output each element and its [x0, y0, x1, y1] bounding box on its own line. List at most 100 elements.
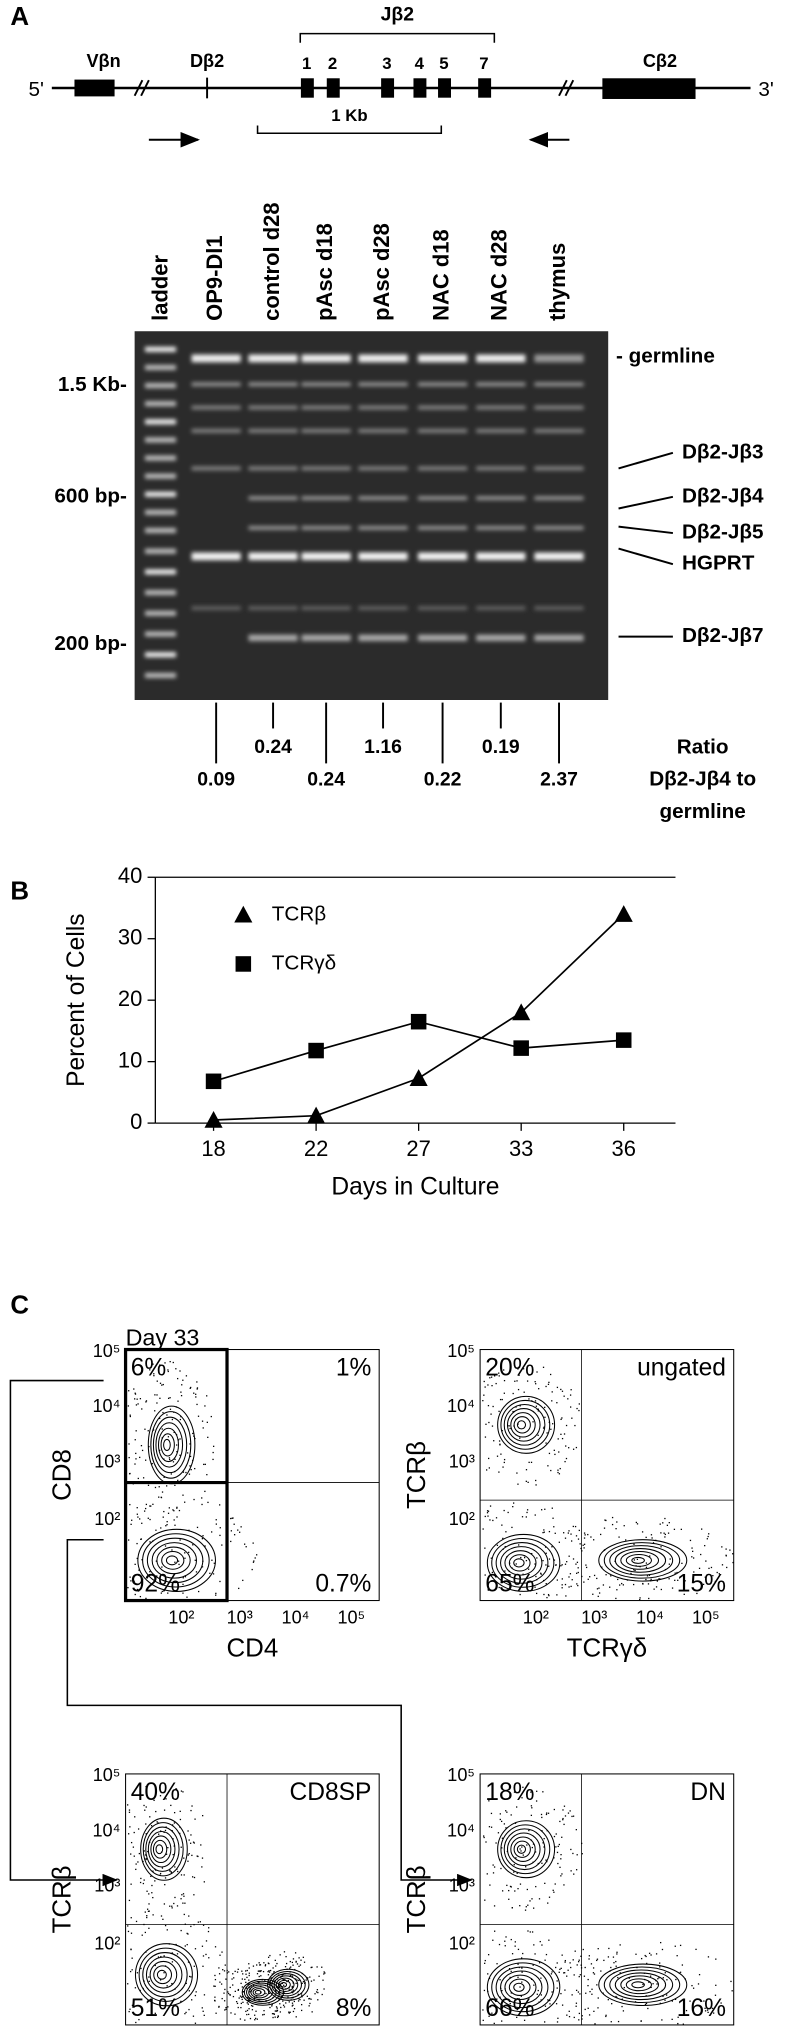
- contour: [137, 1528, 216, 1592]
- dot: [215, 1519, 217, 1521]
- dot: [549, 1999, 551, 2002]
- dot: [561, 1417, 563, 1419]
- dot: [514, 1941, 516, 1943]
- dot: [295, 1960, 297, 1963]
- dot: [588, 2014, 591, 2016]
- dot: [487, 1973, 489, 1975]
- dot: [188, 2008, 190, 2011]
- dot: [612, 1956, 615, 1958]
- dot: [265, 1992, 267, 1995]
- dot: [610, 2021, 612, 2023]
- size-marker: 200 bp-: [54, 632, 127, 655]
- gel-band: [248, 606, 298, 611]
- dot: [136, 1507, 138, 1509]
- dot: [129, 1826, 131, 1828]
- dot: [596, 1984, 598, 1986]
- dot: [560, 1418, 562, 1421]
- dot: [662, 1995, 664, 1997]
- dot: [550, 1973, 553, 1975]
- dot: [707, 1956, 710, 1958]
- dot: [656, 1580, 659, 1582]
- y-axis-label: Percent of Cells: [63, 913, 90, 1086]
- gel-band: [358, 496, 408, 501]
- dot: [182, 1592, 184, 1594]
- dot: [560, 1433, 562, 1435]
- dot: [271, 1973, 273, 1975]
- dot: [498, 1471, 500, 1473]
- dot: [170, 1871, 172, 1873]
- dot: [202, 1814, 204, 1817]
- band-pointers: [618, 451, 674, 638]
- gel-band: [534, 466, 584, 471]
- dot: [169, 1360, 171, 1363]
- dot: [184, 1576, 187, 1578]
- dot: [563, 1823, 565, 1826]
- dot: [148, 1903, 150, 1905]
- gel-band: [301, 552, 351, 561]
- dot: [230, 1530, 233, 1532]
- dot: [581, 1853, 583, 1855]
- dot: [511, 1953, 514, 1955]
- dot: [530, 1461, 533, 1464]
- dot: [537, 1434, 539, 1436]
- dot: [615, 1597, 617, 1600]
- dot: [515, 1857, 517, 1859]
- dot: [128, 1833, 130, 1835]
- dot: [156, 1402, 158, 1404]
- dot: [567, 1532, 569, 1534]
- dot: [162, 1918, 164, 1920]
- gel-band: [534, 382, 584, 387]
- dot: [635, 1521, 638, 1524]
- dot: [274, 2010, 277, 2012]
- dot: [128, 1539, 130, 1541]
- dot: [254, 2014, 256, 2016]
- marker-square: [615, 1032, 632, 1048]
- dot: [692, 1557, 695, 1559]
- dot: [179, 1810, 181, 1812]
- dot: [171, 1982, 173, 1985]
- dot: [234, 2013, 236, 2015]
- plot-frame: [125, 1773, 380, 2026]
- dot: [301, 1995, 303, 1997]
- dot: [596, 1577, 598, 1580]
- dot: [214, 1985, 216, 1987]
- dot: [237, 1529, 239, 1531]
- dot: [163, 1903, 166, 1905]
- dot: [640, 2020, 642, 2022]
- dot: [537, 1410, 539, 1412]
- contour: [153, 1965, 173, 1985]
- dot: [585, 1566, 588, 1569]
- dot: [148, 1976, 150, 1978]
- dot: [163, 1972, 165, 1974]
- gel-band: [191, 428, 241, 433]
- contour: [152, 1839, 168, 1859]
- dot: [191, 1805, 193, 1807]
- dot: [715, 1958, 717, 1960]
- dot: [149, 1571, 151, 1573]
- dot: [292, 1964, 294, 1966]
- dot: [483, 1380, 485, 1383]
- dot: [601, 1566, 603, 1568]
- dot: [512, 1392, 514, 1395]
- dot: [560, 1967, 562, 1970]
- dot: [528, 1398, 530, 1400]
- dot: [237, 1988, 240, 1991]
- dot: [487, 1404, 490, 1407]
- dot: [505, 1936, 507, 1938]
- dot: [212, 1458, 214, 1461]
- dot: [651, 1537, 653, 1539]
- dot: [316, 1966, 318, 1968]
- contour: [142, 1822, 184, 1877]
- band-label: HGPRT: [682, 552, 755, 575]
- dot: [135, 1430, 137, 1432]
- ladder-band: [144, 631, 177, 637]
- dot: [617, 1578, 619, 1581]
- dot: [704, 1576, 706, 1578]
- dot: [721, 1564, 724, 1566]
- j-segment: 4: [415, 54, 425, 73]
- gel-band: [417, 354, 468, 363]
- dot: [483, 1835, 485, 1837]
- contour: [603, 1542, 681, 1579]
- dot: [499, 1979, 501, 1981]
- dot: [292, 2004, 294, 2006]
